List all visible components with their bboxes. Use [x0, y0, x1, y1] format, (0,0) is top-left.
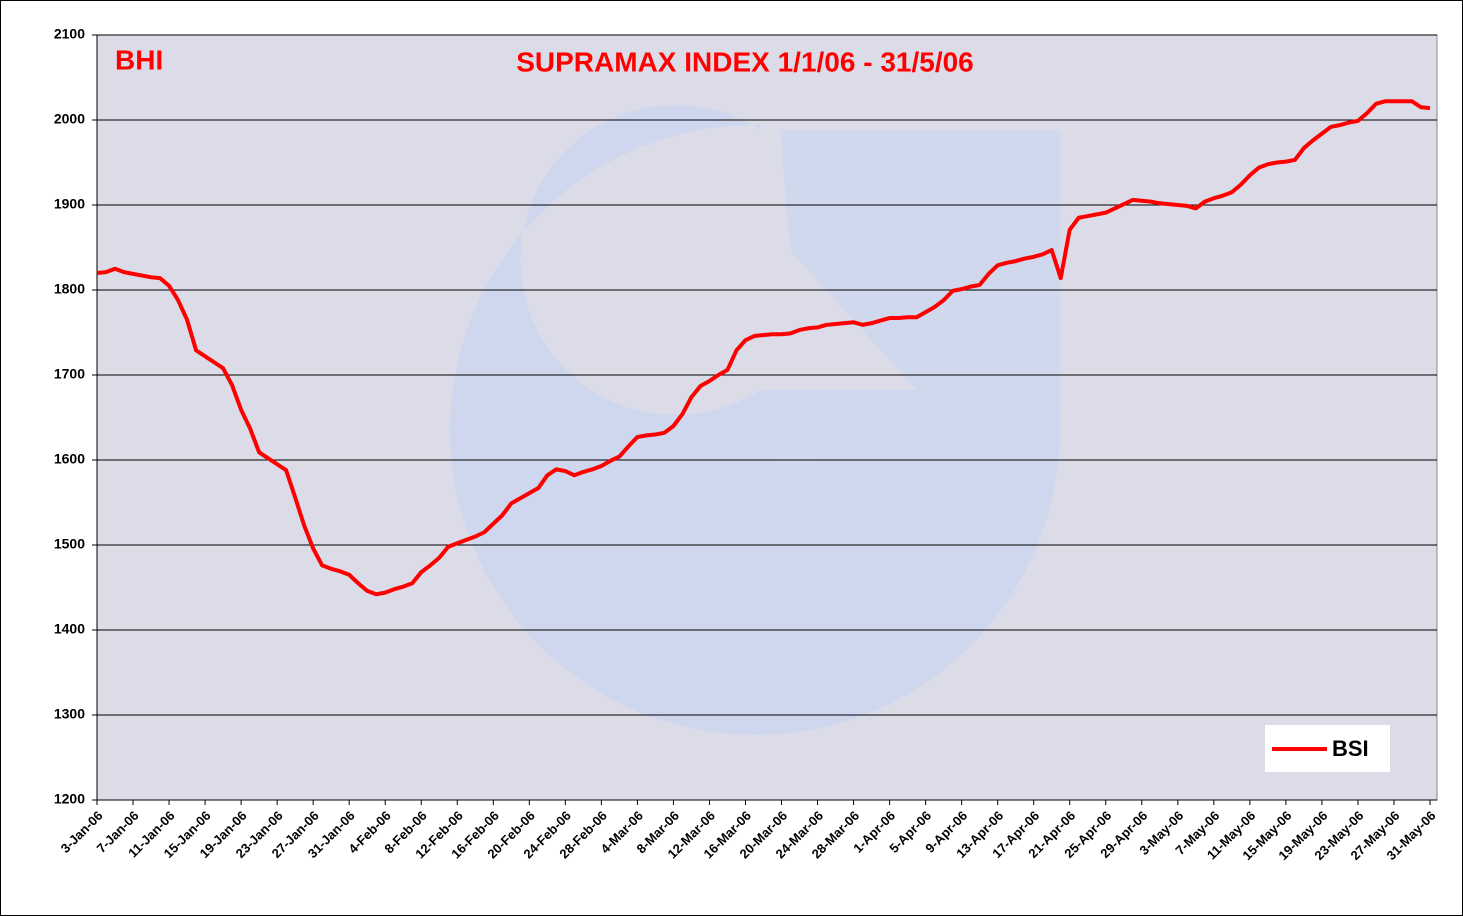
y-tick-label: 1900 [54, 196, 85, 212]
logo-block [780, 130, 1060, 405]
series-line [96, 99, 1431, 597]
y-tick-label: 2000 [54, 111, 85, 127]
y-tick-label: 1500 [54, 536, 85, 552]
y-tick-label: 1800 [54, 281, 85, 297]
y-tick-label: 1600 [54, 451, 85, 467]
y-tick-label: 2100 [54, 26, 85, 42]
legend-label: BSI [1332, 736, 1369, 761]
y-tick-label: 1300 [54, 706, 85, 722]
chart-title: SUPRAMAX INDEX 1/1/06 - 31/5/06 [516, 46, 974, 77]
legend: BSI [1265, 725, 1390, 772]
plot [96, 99, 1431, 597]
annotation: BHI [115, 44, 163, 75]
y-tick-label: 1400 [54, 621, 85, 637]
watermark-logo [449, 105, 1061, 735]
logo-bar [650, 390, 930, 540]
logo-ring [449, 105, 1061, 735]
y-tick-label: 1200 [54, 791, 85, 807]
y-tick-label: 1700 [54, 366, 85, 382]
